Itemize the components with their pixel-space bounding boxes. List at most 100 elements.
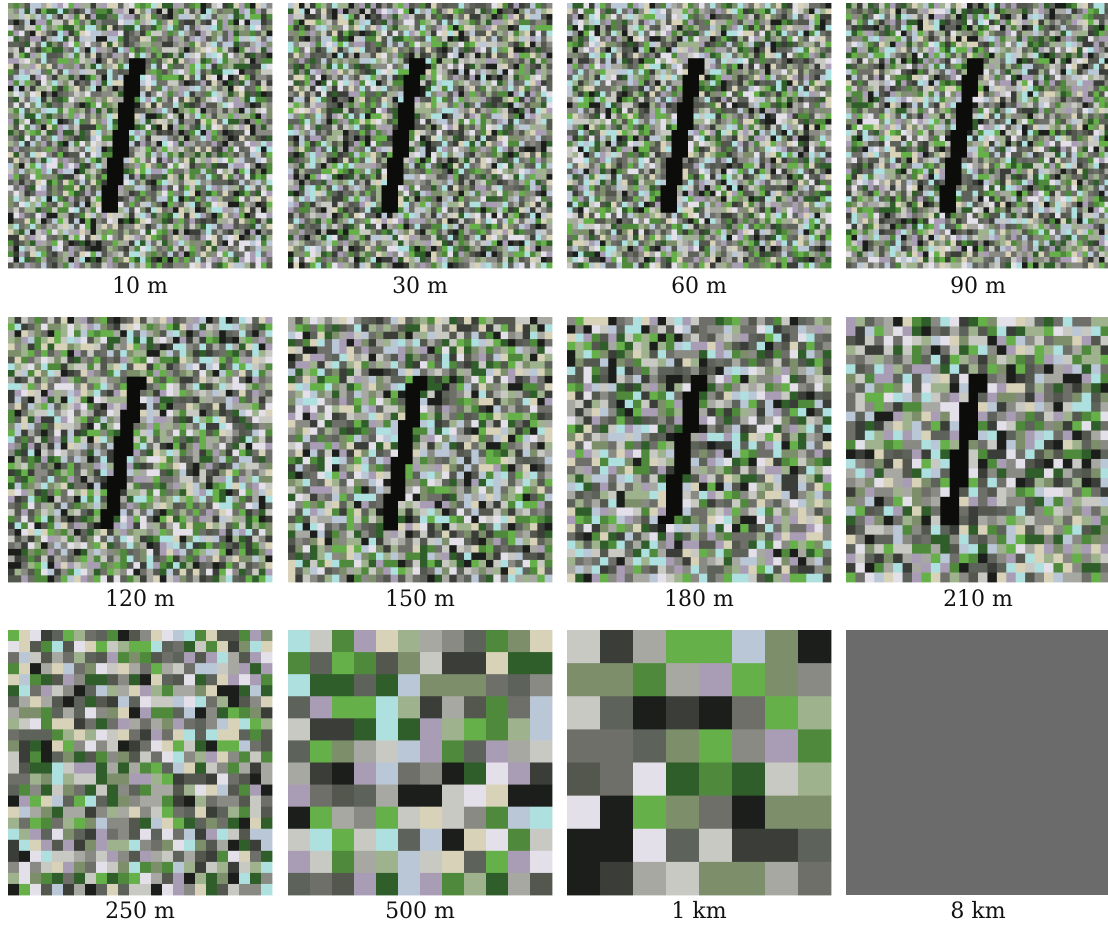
pixel <box>475 135 481 142</box>
pixel <box>431 168 437 175</box>
pixel <box>96 251 102 258</box>
pixel <box>524 74 531 81</box>
pixel <box>129 179 135 186</box>
pixel <box>239 74 245 81</box>
pixel <box>627 14 634 20</box>
pixel <box>392 207 399 214</box>
pixel <box>491 80 498 87</box>
pixel <box>178 124 185 131</box>
pixel <box>436 135 443 142</box>
pixel <box>627 3 634 9</box>
pixel <box>200 196 207 203</box>
pixel <box>266 14 273 20</box>
pixel <box>304 41 311 48</box>
pixel <box>535 107 542 114</box>
pixel <box>343 262 349 269</box>
pixel <box>513 47 520 54</box>
pixel <box>376 223 382 230</box>
pixel <box>519 30 525 37</box>
pixel <box>431 185 437 192</box>
pixel <box>239 85 245 92</box>
pixel <box>486 36 492 43</box>
pixel <box>354 179 360 186</box>
pixel <box>524 212 531 219</box>
pixel <box>447 25 454 31</box>
pixel <box>140 52 146 59</box>
pixel <box>222 218 229 225</box>
pixel <box>90 124 97 131</box>
pixel <box>101 14 108 20</box>
pixel <box>447 201 454 208</box>
pixel <box>85 69 91 76</box>
pixel <box>453 168 459 175</box>
pixel <box>63 113 69 120</box>
pixel <box>354 80 360 87</box>
pixel <box>184 174 190 181</box>
pixel <box>447 102 454 109</box>
pixel <box>671 8 678 15</box>
pixel <box>409 157 415 164</box>
pixel <box>431 174 437 181</box>
pixel <box>486 141 492 147</box>
pixel <box>123 58 130 65</box>
pixel <box>321 201 327 208</box>
pixel <box>572 41 579 48</box>
pixel <box>370 262 377 269</box>
pixel <box>589 41 595 48</box>
pixel <box>189 58 196 65</box>
pixel <box>101 190 108 197</box>
pixel <box>211 74 218 81</box>
pixel <box>447 251 454 258</box>
pixel <box>233 52 240 59</box>
pixel <box>184 19 190 26</box>
pixel <box>354 8 360 15</box>
pixel <box>409 85 415 92</box>
pixel <box>332 212 338 219</box>
pixel <box>228 30 234 37</box>
pixel <box>414 118 421 125</box>
pixel <box>123 234 130 241</box>
pixel <box>343 74 349 81</box>
pixel <box>792 8 799 15</box>
pixel <box>63 245 69 252</box>
pixel <box>332 262 338 269</box>
pixel <box>189 240 196 247</box>
pixel <box>442 168 448 175</box>
pixel <box>162 201 168 208</box>
pixel <box>798 19 804 26</box>
pixel <box>244 8 251 15</box>
pixel <box>24 52 31 59</box>
pixel <box>486 124 492 131</box>
pixel <box>8 102 14 109</box>
pixel <box>68 229 75 236</box>
pixel <box>370 190 377 197</box>
pixel <box>578 3 584 9</box>
pixel <box>414 190 421 197</box>
pixel <box>442 234 448 241</box>
pixel <box>365 63 371 70</box>
pixel <box>508 36 514 43</box>
pixel <box>464 190 470 197</box>
pixel <box>200 80 207 87</box>
pixel <box>715 3 722 9</box>
pixel <box>464 63 470 70</box>
pixel <box>162 41 168 48</box>
pixel <box>74 85 80 92</box>
pixel <box>162 47 168 54</box>
pixel <box>266 52 273 59</box>
pixel <box>600 41 606 48</box>
pixel <box>343 157 349 164</box>
pixel <box>217 63 223 70</box>
pixel <box>710 14 716 20</box>
pixel <box>486 240 492 247</box>
pixel <box>19 223 25 230</box>
pixel <box>63 69 69 76</box>
pixel <box>370 118 377 125</box>
pixel <box>261 146 267 153</box>
pixel <box>244 141 251 147</box>
pixel <box>118 234 124 241</box>
pixel <box>420 113 426 120</box>
pixel <box>502 196 509 203</box>
pixel <box>541 207 547 214</box>
pixel <box>41 185 47 192</box>
